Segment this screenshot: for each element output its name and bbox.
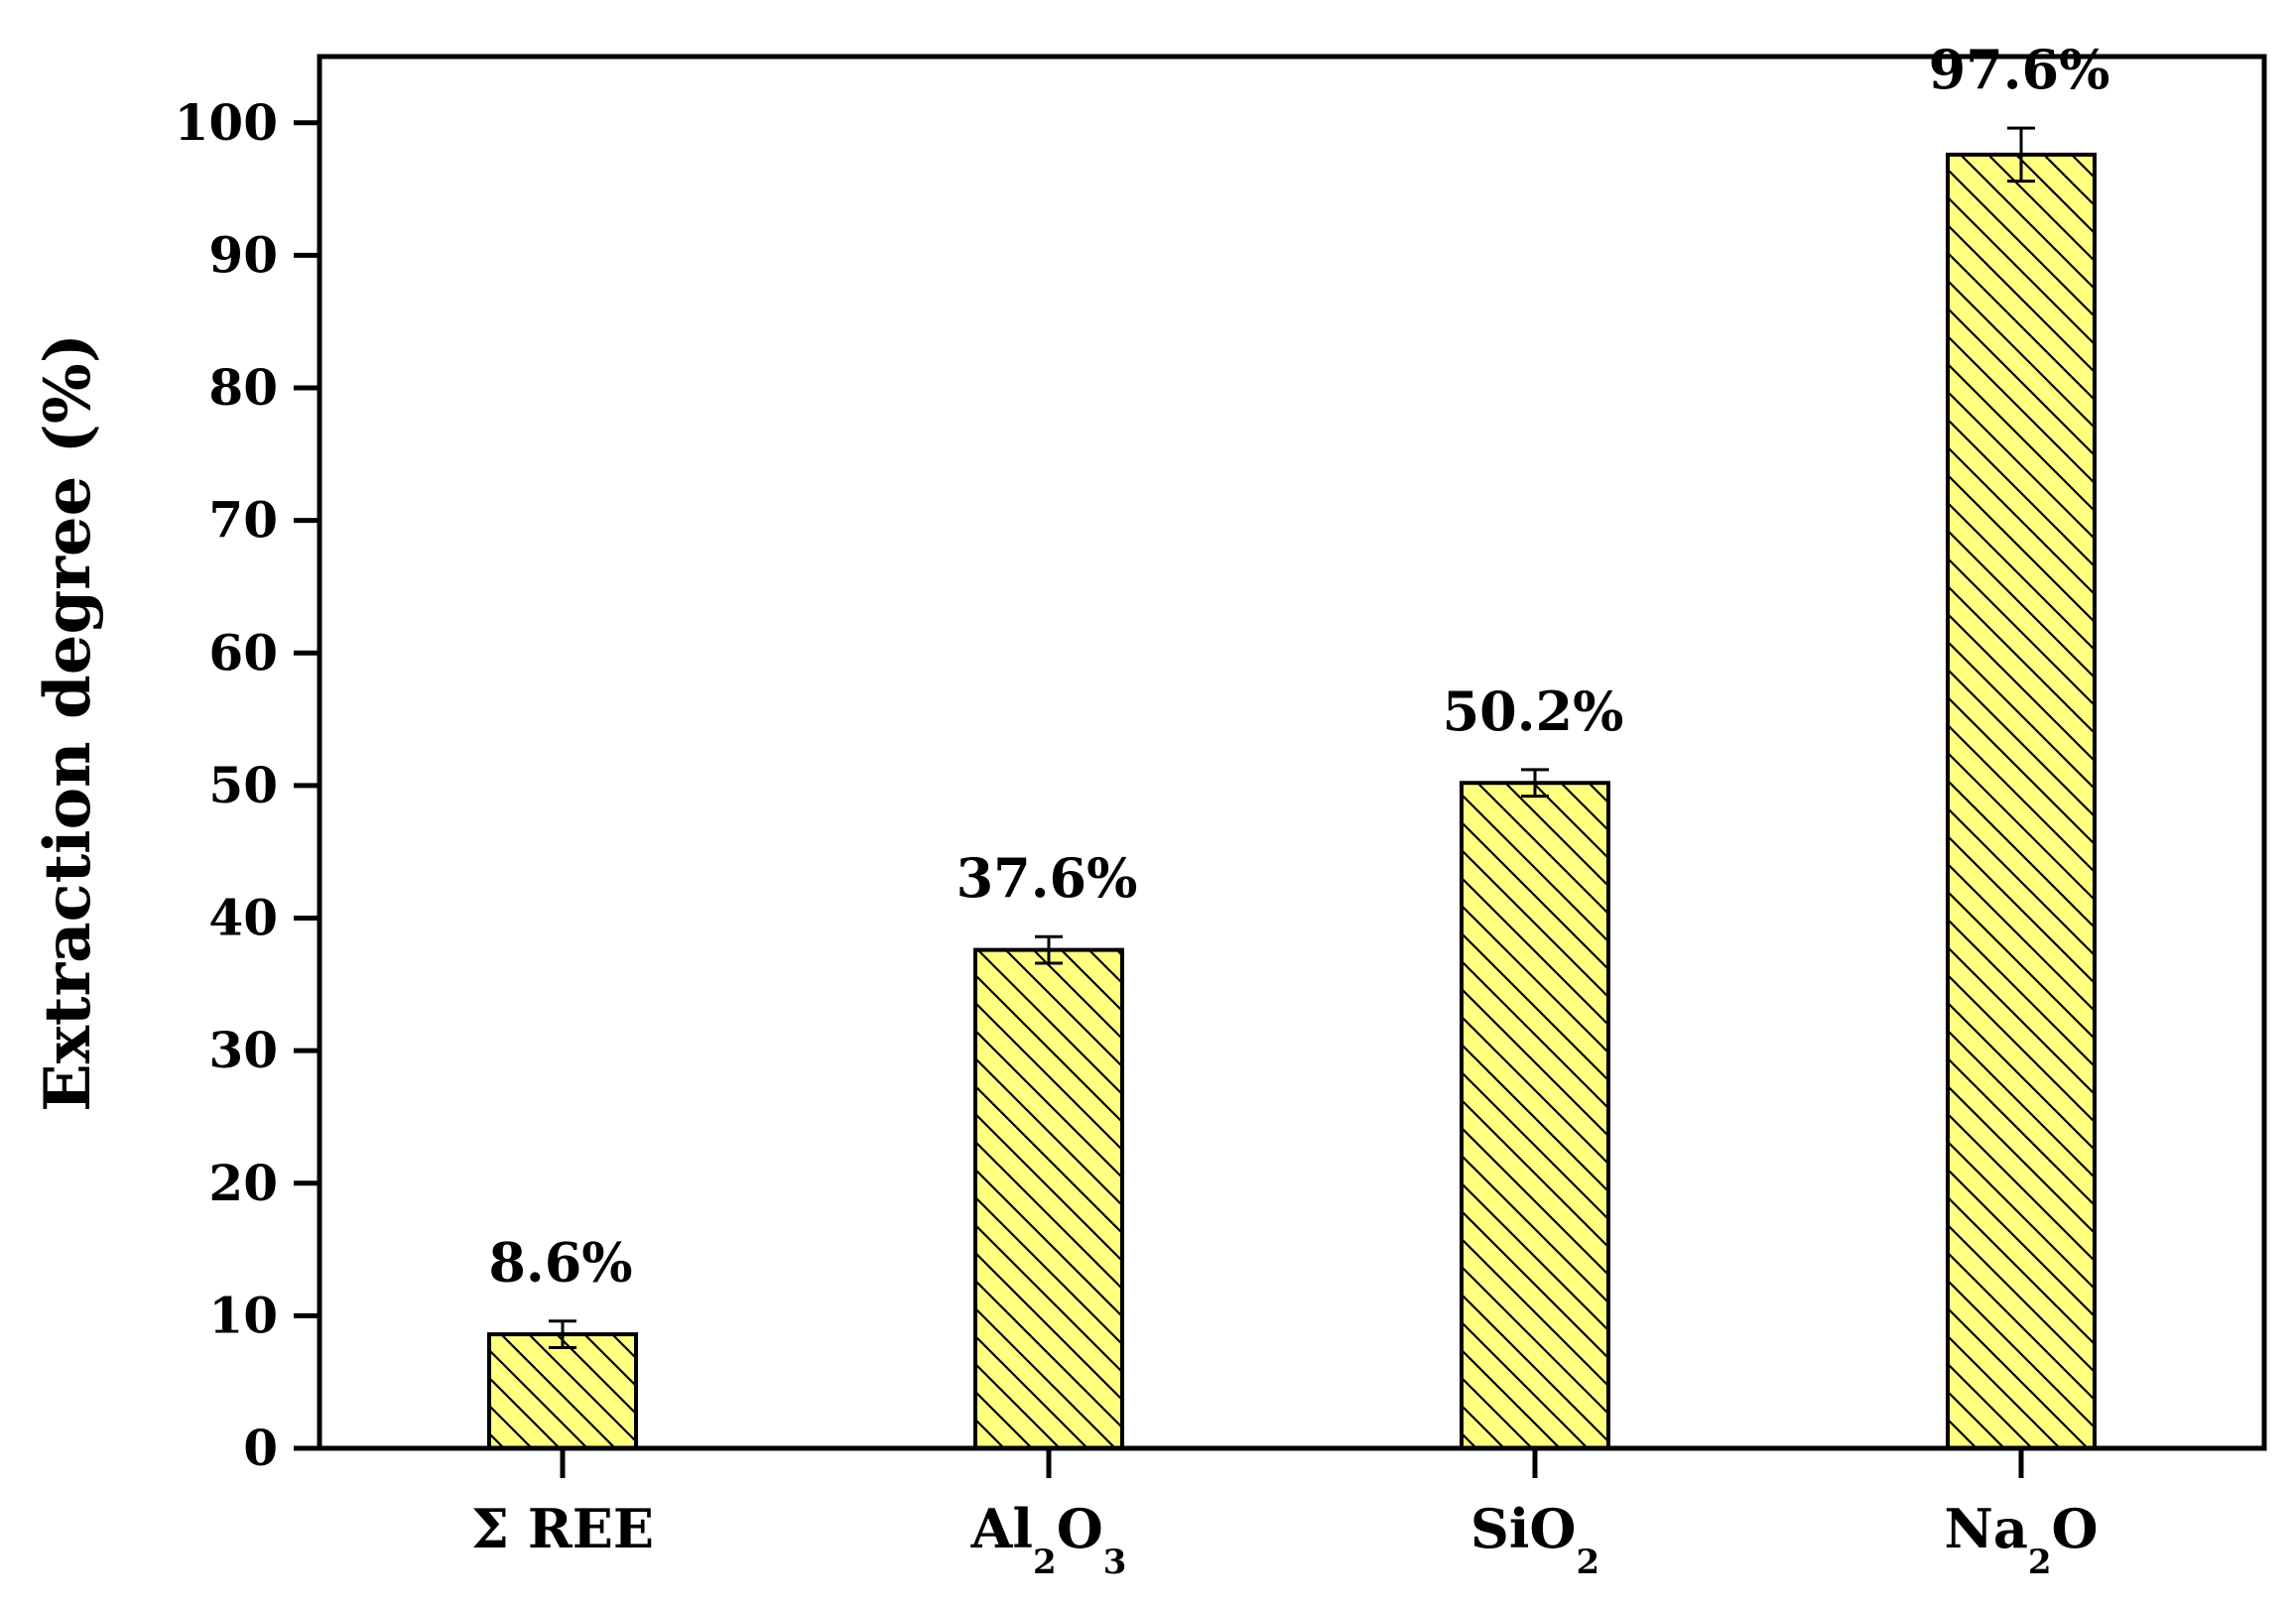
category-subscript: 2	[2028, 1543, 2052, 1582]
x-category-label-3: SiO2	[1470, 1497, 1599, 1582]
category-text: Na	[1944, 1497, 2027, 1560]
data-label-4: 97.6%	[1929, 38, 2110, 101]
y-axis-ticks: 0 10 20 30 40 50 60 70 80 90 100	[175, 93, 319, 1477]
y-axis-title: Extraction degree (%)	[31, 333, 105, 1112]
y-tick-label: 90	[208, 225, 278, 284]
y-tick-label: 100	[175, 93, 278, 152]
y-tick-label: 40	[208, 889, 278, 947]
y-tick-label: 30	[208, 1021, 278, 1079]
category-subscript: 2	[1576, 1543, 1599, 1582]
data-label-3: 50.2%	[1443, 680, 1624, 743]
category-text: Σ REE	[471, 1497, 654, 1560]
error-bar-4	[2007, 126, 2035, 184]
x-axis-ticks	[560, 1448, 2024, 1478]
x-category-label-4: Na2O	[1944, 1497, 2098, 1582]
y-tick-label: 80	[208, 358, 278, 417]
plot-frame	[317, 54, 2267, 1451]
bar-2	[973, 947, 1124, 1451]
category-text: Al	[970, 1497, 1033, 1560]
y-tick-label: 70	[208, 491, 278, 550]
category-subscript: 2	[1033, 1543, 1057, 1582]
category-text: O	[1057, 1497, 1103, 1560]
data-label-2: 37.6%	[957, 846, 1138, 910]
error-bar-3	[1521, 768, 1549, 799]
y-tick-label: 60	[208, 623, 278, 681]
error-bar-2	[1035, 934, 1063, 965]
category-text: O	[2051, 1497, 2098, 1560]
y-tick-label: 50	[208, 756, 278, 814]
category-text: SiO	[1470, 1497, 1577, 1560]
error-bar-1	[549, 1319, 576, 1349]
x-category-label-2: Al2O3	[970, 1497, 1127, 1582]
bar-3	[1460, 781, 1610, 1450]
bar-series	[487, 152, 2097, 1451]
bar-1	[487, 1332, 638, 1451]
x-category-label-1: Σ REE	[471, 1497, 654, 1560]
bar-4	[1946, 152, 2097, 1451]
y-tick-label: 10	[208, 1286, 278, 1344]
y-tick-label: 20	[208, 1154, 278, 1212]
y-tick-label: 0	[243, 1419, 278, 1477]
category-subscript: 3	[1103, 1543, 1127, 1582]
error-bars	[549, 126, 2035, 1349]
data-labels: 8.6% 37.6% 50.2% 97.6%	[488, 38, 2109, 1295]
data-label-1: 8.6%	[488, 1231, 632, 1295]
